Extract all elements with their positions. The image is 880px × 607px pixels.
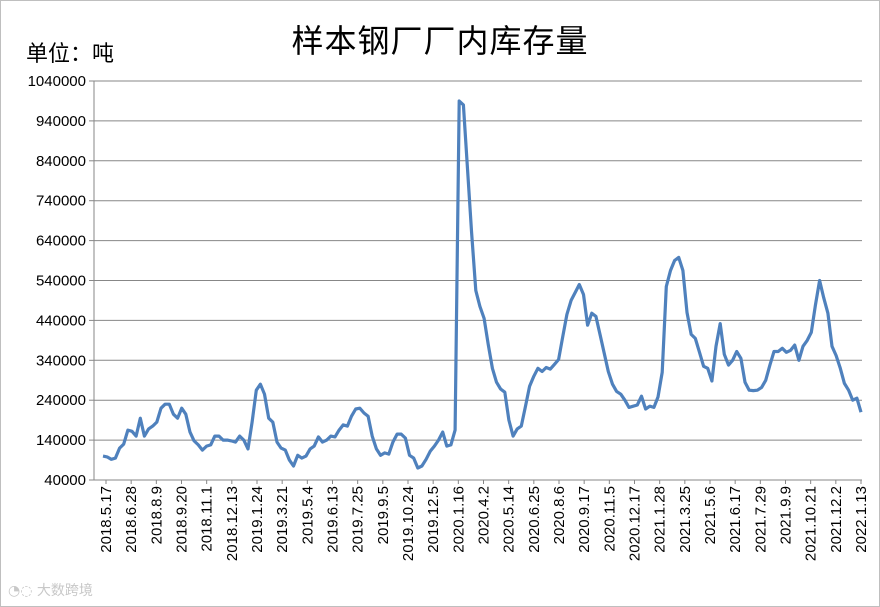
x-tick-label: 2021.3.25 xyxy=(677,486,694,553)
watermark-text: 大数跨境 xyxy=(36,583,93,599)
x-tick-label: 2020.6.25 xyxy=(526,486,543,553)
x-tick-label: 2021.9.9 xyxy=(778,486,795,544)
x-tick-label: 2018.12.13 xyxy=(224,486,241,561)
y-tick-label: 440000 xyxy=(36,312,86,329)
y-tick-label: 40000 xyxy=(44,472,86,489)
x-tick-label: 2018.8.9 xyxy=(148,486,165,544)
x-tick-label: 2019.3.21 xyxy=(274,486,291,553)
x-tick-label: 2020.5.14 xyxy=(501,486,518,553)
watermark-logo-icon: ◔◌ xyxy=(8,583,33,599)
y-tick-label: 240000 xyxy=(36,392,86,409)
x-tick-label: 2019.1.24 xyxy=(249,486,266,553)
gridlines xyxy=(94,80,862,481)
x-axis-ticks: 2018.5.17 2018.6.28 2018.8.9 2018.9.20 2018.… xyxy=(98,480,870,561)
y-tick-label: 340000 xyxy=(36,352,86,369)
series-layer xyxy=(102,99,863,470)
chart-title: 样本钢厂厂内库存量 xyxy=(291,22,589,60)
x-tick-label: 2021.7.29 xyxy=(752,486,769,553)
x-tick-label: 2020.4.2 xyxy=(476,486,493,544)
y-tick-label: 740000 xyxy=(36,193,86,210)
x-tick-label: 2020.12.17 xyxy=(627,486,644,561)
x-tick-label: 2021.5.6 xyxy=(702,486,719,544)
x-tick-label: 2019.6.13 xyxy=(325,486,342,553)
x-tick-label: 2019.7.25 xyxy=(350,486,367,553)
watermark: ◔◌ 大数跨境 xyxy=(8,580,93,600)
y-axis-ticks: 40000 140000 240000 340000 440000 540000 64000… xyxy=(28,73,94,489)
x-tick-label: 2020.1.16 xyxy=(450,486,467,553)
x-tick-label: 2019.12.5 xyxy=(425,486,442,553)
x-tick-label: 2018.11.1 xyxy=(199,486,216,552)
x-tick-label: 2019.5.4 xyxy=(299,486,316,544)
y-tick-label: 1040000 xyxy=(28,73,86,90)
y-tick-label: 840000 xyxy=(36,153,86,170)
x-tick-label: 2018.6.28 xyxy=(123,486,140,553)
y-tick-label: 140000 xyxy=(36,432,86,449)
x-tick-label: 2020.8.6 xyxy=(551,486,568,544)
x-tick-label: 2018.5.17 xyxy=(98,486,115,553)
x-tick-label: 2021.10.21 xyxy=(803,486,820,561)
y-tick-label: 640000 xyxy=(36,233,86,250)
x-tick-label: 2021.1.28 xyxy=(652,486,669,553)
x-tick-label: 2020.9.17 xyxy=(576,486,593,553)
y-tick-label: 940000 xyxy=(36,113,86,130)
x-tick-label: 2019.9.5 xyxy=(375,486,392,544)
unit-label: 单位：吨 xyxy=(26,42,115,67)
x-tick-label: 2018.9.20 xyxy=(174,486,191,553)
x-tick-label: 2021.12.2 xyxy=(828,486,845,553)
series-line xyxy=(102,99,863,470)
x-tick-label: 2020.11.5 xyxy=(601,486,618,552)
x-tick-label: 2022.1.13 xyxy=(853,486,870,553)
x-tick-label: 2019.10.24 xyxy=(400,486,417,561)
y-tick-label: 540000 xyxy=(36,273,86,290)
x-tick-label: 2021.6.17 xyxy=(727,486,744,553)
